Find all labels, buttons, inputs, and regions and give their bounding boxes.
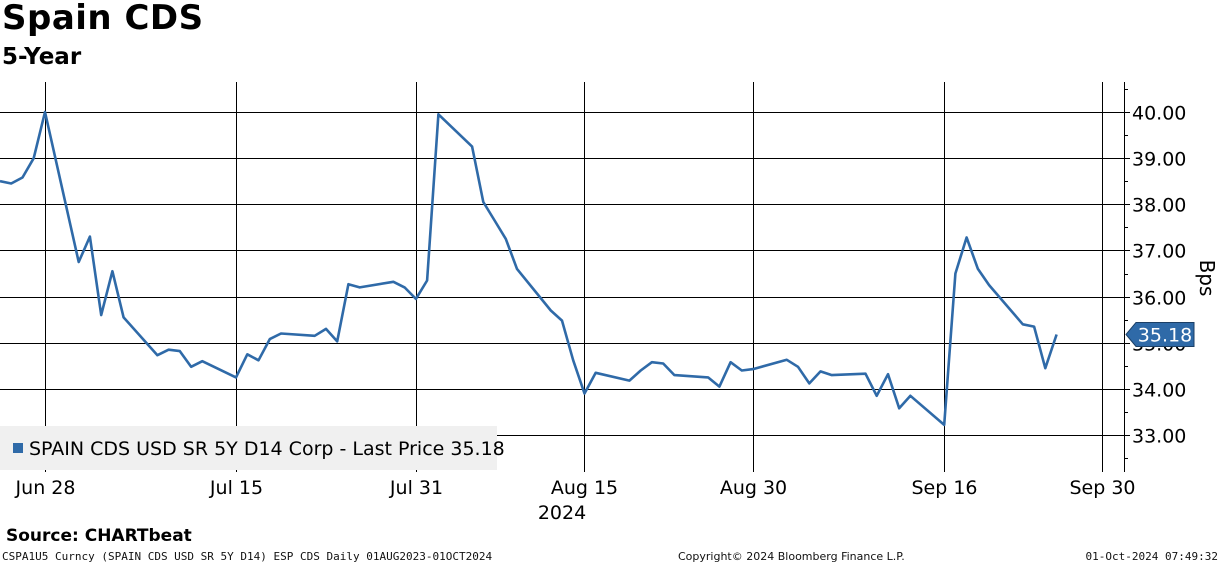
y-tick-label: 38.00 bbox=[1132, 195, 1186, 217]
footer-ticker-info: CSPA1U5 Curncy (SPAIN CDS USD SR 5Y D14)… bbox=[2, 550, 493, 563]
x-tick-label: Aug 30 bbox=[720, 477, 787, 499]
y-tick-label: 40.00 bbox=[1132, 103, 1186, 125]
y-axis-label: Bps bbox=[1195, 260, 1219, 297]
legend: SPAIN CDS USD SR 5Y D14 Corp - Last Pric… bbox=[0, 426, 505, 470]
x-tick-label: Jun 28 bbox=[15, 477, 76, 499]
x-tick-label: Aug 15 bbox=[551, 477, 618, 499]
x-axis-year-label: 2024 bbox=[538, 502, 586, 524]
last-price-label: 35.18 bbox=[1138, 324, 1192, 346]
y-tick-label: 33.00 bbox=[1132, 426, 1186, 448]
x-tick-label: Jul 15 bbox=[209, 477, 263, 499]
y-tick-label: 36.00 bbox=[1132, 288, 1186, 310]
source-note: Source: CHARTbeat bbox=[6, 526, 192, 546]
footer-copyright: Copyright© 2024 Bloomberg Finance L.P. bbox=[678, 550, 905, 563]
x-tick-label: Sep 30 bbox=[1069, 477, 1135, 499]
y-tick-label: 39.00 bbox=[1132, 149, 1186, 171]
chart-title: Spain CDS bbox=[2, 0, 204, 38]
legend-label: SPAIN CDS USD SR 5Y D14 Corp - Last Pric… bbox=[29, 438, 505, 460]
x-tick-label: Sep 16 bbox=[911, 477, 977, 499]
legend-swatch bbox=[13, 443, 23, 453]
x-axis-ticks: Jun 28 Jul 15 Jul 31 Aug 15 Aug 30 Sep 16 Sep … bbox=[15, 477, 1136, 499]
y-tick-label: 34.00 bbox=[1132, 380, 1186, 402]
last-price-marker bbox=[1125, 321, 1195, 347]
x-tick-label: Jul 31 bbox=[389, 477, 443, 499]
chart-subtitle: 5-Year bbox=[2, 44, 82, 70]
y-axis: 33.0034.0035.0036.0037.0038.0039.0040.00… bbox=[1124, 82, 1195, 472]
legend-box bbox=[0, 426, 497, 470]
series-layer bbox=[0, 110, 1058, 427]
y-tick-label: 37.00 bbox=[1132, 241, 1186, 263]
series-line bbox=[0, 110, 1058, 427]
footer-timestamp: 01-Oct-2024 07:49:32 bbox=[1085, 550, 1218, 563]
